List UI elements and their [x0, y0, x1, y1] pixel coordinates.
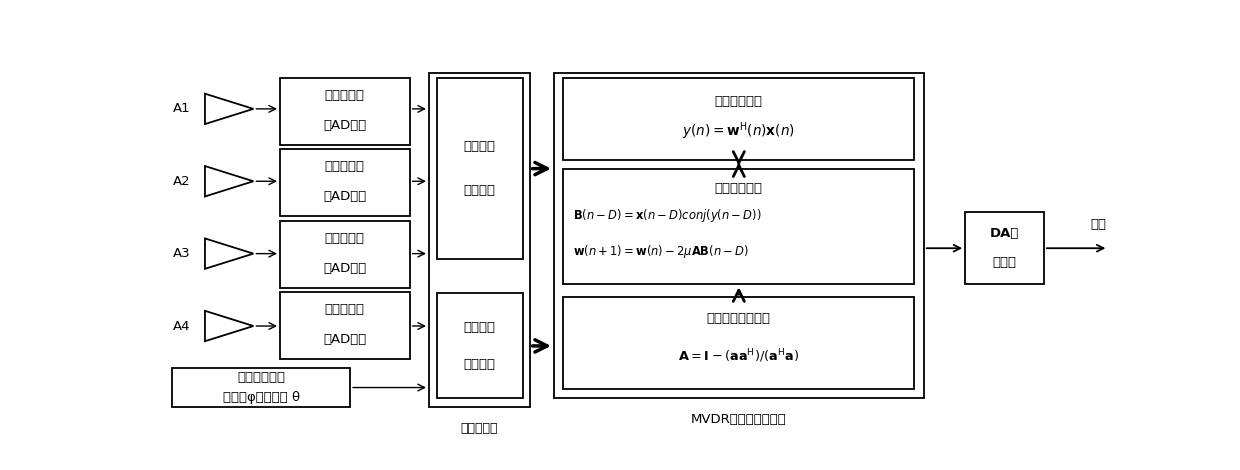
Text: $\mathbf{B}(n-D)=\mathbf{x}(n-D)\mathit{conj}(y(n-D))$: $\mathbf{B}(n-D)=\mathbf{x}(n-D)\mathit{…: [573, 207, 761, 224]
Text: MVDR的简化实现模块: MVDR的简化实现模块: [691, 413, 786, 426]
Bar: [280, 292, 409, 359]
Text: A3: A3: [174, 247, 191, 260]
Text: 输出: 输出: [1091, 218, 1107, 231]
Text: 期望信号方向: 期望信号方向: [237, 371, 285, 384]
Text: 及AD采样: 及AD采样: [324, 333, 367, 346]
Bar: [280, 221, 409, 288]
Text: 放大、变频: 放大、变频: [325, 304, 365, 316]
Bar: [429, 73, 529, 407]
Text: $\mathbf{A}=\mathbf{I}-(\mathbf{aa}^\mathrm{H})/(\mathbf{a}^\mathrm{H}\mathbf{a}: $\mathbf{A}=\mathbf{I}-(\mathbf{aa}^\mat…: [678, 347, 800, 365]
Text: 方位角φ，俦仰角 θ: 方位角φ，俦仰角 θ: [223, 391, 300, 404]
Text: 及AD采样: 及AD采样: [324, 190, 367, 203]
Text: 导向矢量剩余矩阵: 导向矢量剩余矩阵: [707, 312, 771, 325]
Bar: [436, 293, 523, 399]
Bar: [554, 73, 924, 399]
Text: $\mathbf{w}(n+1)=\mathbf{w}(n)-2\mu\mathbf{AB}(n-D)$: $\mathbf{w}(n+1)=\mathbf{w}(n)-2\mu\math…: [573, 243, 749, 260]
Bar: [172, 368, 350, 407]
Text: 及AD采样: 及AD采样: [324, 262, 367, 275]
Bar: [563, 169, 914, 284]
Text: 上变频: 上变频: [992, 256, 1017, 269]
Bar: [436, 78, 523, 259]
Text: 空时二维: 空时二维: [464, 321, 496, 334]
Text: A4: A4: [174, 320, 191, 332]
Text: 放大、变频: 放大、变频: [325, 232, 365, 245]
Bar: [280, 149, 409, 216]
Text: 数据预处理: 数据预处理: [460, 422, 498, 435]
Text: $y(n)=\mathbf{w}^\mathrm{H}(n)\mathbf{x}(n)$: $y(n)=\mathbf{w}^\mathrm{H}(n)\mathbf{x}…: [682, 121, 795, 142]
Bar: [563, 297, 914, 389]
Text: 导向矢量: 导向矢量: [464, 358, 496, 370]
Text: 放大、变频: 放大、变频: [325, 160, 365, 173]
Bar: [965, 212, 1044, 284]
Text: 及AD采样: 及AD采样: [324, 119, 367, 132]
Text: A2: A2: [174, 175, 191, 188]
Text: 放大、变频: 放大、变频: [325, 89, 365, 102]
Text: 权値迭代模块: 权値迭代模块: [714, 182, 763, 195]
Text: DA及: DA及: [990, 227, 1019, 240]
Bar: [563, 78, 914, 159]
Text: A1: A1: [174, 102, 191, 115]
Text: 空时二维: 空时二维: [464, 141, 496, 153]
Text: 快拍数据: 快拍数据: [464, 184, 496, 197]
Bar: [280, 78, 409, 145]
Text: 波束合成模块: 波束合成模块: [714, 95, 763, 108]
